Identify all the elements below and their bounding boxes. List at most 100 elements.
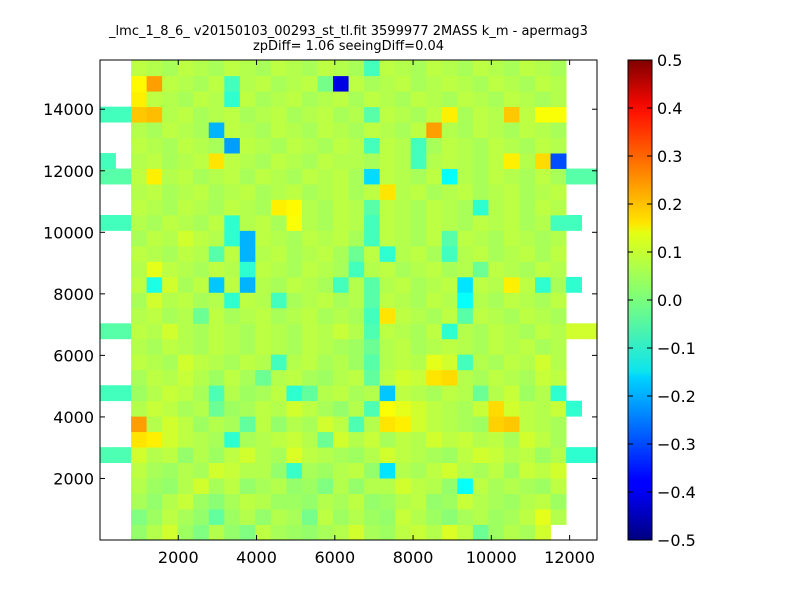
heatmap-cell bbox=[519, 245, 536, 262]
heatmap-cell bbox=[270, 400, 287, 417]
heatmap-cell bbox=[193, 478, 210, 494]
heatmap-cell bbox=[146, 230, 163, 247]
heatmap-cell bbox=[317, 75, 334, 92]
heatmap-cell bbox=[270, 338, 287, 355]
heatmap-cell bbox=[503, 354, 520, 371]
heatmap-cell bbox=[503, 60, 520, 77]
heatmap-cell bbox=[239, 91, 256, 108]
heatmap-cell bbox=[503, 184, 520, 200]
heatmap-cell bbox=[441, 307, 458, 324]
heatmap-cell bbox=[519, 184, 536, 200]
heatmap-cell bbox=[364, 245, 381, 262]
heatmap-cell bbox=[286, 168, 303, 185]
heatmap-cell bbox=[255, 400, 272, 417]
heatmap-cell bbox=[146, 431, 163, 448]
heatmap-cell bbox=[535, 478, 551, 494]
heatmap-cell bbox=[441, 338, 458, 355]
heatmap-cell bbox=[317, 323, 334, 340]
heatmap-cell bbox=[379, 447, 396, 464]
heatmap-cell bbox=[224, 75, 241, 92]
heatmap-cell bbox=[193, 153, 210, 169]
heatmap-cell bbox=[177, 462, 194, 479]
heatmap-cell bbox=[255, 416, 272, 433]
heatmap-cell bbox=[503, 230, 520, 247]
heatmap-cell bbox=[131, 478, 148, 494]
heatmap-cell bbox=[146, 338, 163, 355]
heatmap-cell bbox=[100, 153, 116, 169]
heatmap-cell bbox=[239, 524, 256, 541]
heatmap-cell bbox=[239, 276, 256, 293]
heatmap-cell bbox=[379, 106, 396, 123]
heatmap-cell bbox=[177, 168, 194, 185]
heatmap-cell bbox=[457, 385, 474, 402]
heatmap-cell bbox=[301, 493, 318, 510]
heatmap-cell bbox=[255, 493, 272, 510]
heatmap-cell bbox=[550, 276, 567, 293]
heatmap-cell bbox=[426, 493, 443, 510]
heatmap-cell bbox=[441, 199, 458, 216]
heatmap-cell bbox=[270, 292, 287, 309]
heatmap-cell bbox=[162, 369, 179, 386]
heatmap-cell bbox=[519, 292, 536, 309]
heatmap-cell bbox=[457, 122, 474, 138]
heatmap-cell bbox=[410, 524, 427, 541]
heatmap-cell bbox=[224, 230, 241, 247]
heatmap-cell bbox=[255, 245, 272, 262]
heatmap-cell bbox=[581, 168, 598, 185]
heatmap-cell bbox=[177, 447, 194, 464]
heatmap-cell bbox=[270, 245, 287, 262]
heatmap-cell bbox=[426, 338, 443, 355]
heatmap-cell bbox=[208, 60, 225, 77]
heatmap-cell bbox=[193, 416, 210, 433]
heatmap-cell bbox=[457, 338, 474, 355]
heatmap-cell bbox=[317, 478, 334, 494]
heatmap-cell bbox=[519, 60, 536, 77]
heatmap-cell bbox=[410, 493, 427, 510]
heatmap-cell bbox=[162, 153, 179, 169]
heatmap-cell bbox=[146, 184, 163, 200]
heatmap-cell bbox=[255, 168, 272, 185]
heatmap-cell bbox=[333, 447, 349, 464]
heatmap-cell bbox=[503, 137, 520, 154]
heatmap-cell bbox=[317, 509, 334, 525]
heatmap-cell bbox=[348, 153, 365, 169]
heatmap-cell bbox=[270, 261, 287, 278]
heatmap-cell bbox=[270, 524, 287, 541]
heatmap-cell bbox=[131, 91, 148, 108]
heatmap-cell bbox=[162, 307, 179, 324]
heatmap-cell bbox=[239, 416, 256, 433]
heatmap-cell bbox=[410, 91, 427, 108]
heatmap-cell bbox=[348, 493, 365, 510]
heatmap-cell bbox=[364, 214, 381, 231]
heatmap-cell bbox=[115, 106, 132, 123]
heatmap-cell bbox=[162, 524, 179, 541]
heatmap-cell bbox=[426, 106, 443, 123]
heatmap-cell bbox=[457, 369, 474, 386]
heatmap-cell bbox=[131, 168, 148, 185]
heatmap-cell bbox=[472, 478, 489, 494]
heatmap-cell bbox=[410, 369, 427, 386]
heatmap-cell bbox=[472, 245, 489, 262]
heatmap-cell bbox=[208, 307, 225, 324]
heatmap-cell bbox=[395, 338, 412, 355]
heatmap-cell bbox=[317, 261, 334, 278]
heatmap-cell bbox=[286, 184, 303, 200]
heatmap-cell bbox=[239, 153, 256, 169]
heatmap-cell bbox=[239, 307, 256, 324]
heatmap-cell bbox=[348, 447, 365, 464]
heatmap-cell bbox=[146, 524, 163, 541]
heatmap-cell bbox=[286, 60, 303, 77]
heatmap-cell bbox=[503, 385, 520, 402]
heatmap-cell bbox=[410, 137, 427, 154]
heatmap-cell bbox=[255, 431, 272, 448]
heatmap-cell bbox=[550, 354, 567, 371]
heatmap-cell bbox=[317, 91, 334, 108]
heatmap-cell bbox=[488, 509, 505, 525]
heatmap-cell bbox=[193, 447, 210, 464]
heatmap-cell bbox=[441, 168, 458, 185]
heatmap-cell bbox=[131, 462, 148, 479]
heatmap-cell bbox=[364, 292, 381, 309]
heatmap-cell bbox=[472, 91, 489, 108]
heatmap-cell bbox=[503, 338, 520, 355]
heatmap-cell bbox=[301, 199, 318, 216]
